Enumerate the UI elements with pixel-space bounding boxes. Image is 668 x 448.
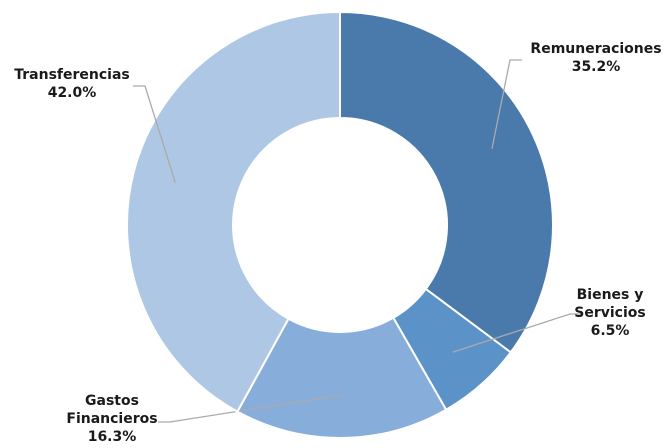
category-label: Bienes y Servicios (574, 287, 646, 321)
slice-label: Bienes y Servicios 6.5% (555, 286, 665, 340)
donut-slice (236, 316, 448, 439)
value-label: 16.3% (87, 429, 137, 445)
leader-line (158, 394, 342, 423)
leader-line (452, 313, 582, 353)
donut-slice (339, 10, 554, 354)
category-label: Remuneraciones (530, 41, 662, 57)
leader-line (133, 85, 176, 183)
value-label: 42.0% (47, 85, 97, 101)
value-label: 6.5% (590, 323, 630, 339)
category-label: Gastos Financieros (66, 393, 158, 427)
slice-label: Remuneraciones 35.2% (521, 40, 668, 76)
slice-label: Gastos Financieros 16.3% (57, 392, 167, 446)
leader-line (491, 59, 522, 149)
value-label: 35.2% (571, 59, 621, 75)
slice-label: Transferencias 42.0% (2, 66, 142, 102)
category-label: Transferencias (14, 67, 130, 83)
donut-slice (126, 10, 341, 414)
